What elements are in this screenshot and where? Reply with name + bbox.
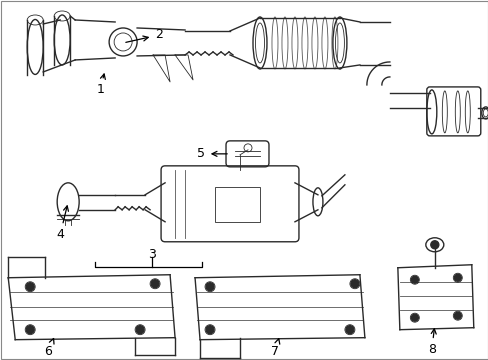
Text: 4: 4 xyxy=(56,206,68,241)
Circle shape xyxy=(410,276,417,283)
Circle shape xyxy=(453,274,460,281)
Text: 7: 7 xyxy=(270,339,279,358)
Circle shape xyxy=(151,280,159,288)
Text: 2: 2 xyxy=(125,28,163,42)
Text: 5: 5 xyxy=(197,147,227,160)
Bar xyxy=(215,187,260,222)
Text: 3: 3 xyxy=(148,248,156,261)
Circle shape xyxy=(350,280,358,288)
Circle shape xyxy=(26,326,34,334)
Text: 1: 1 xyxy=(96,74,105,96)
Circle shape xyxy=(430,241,438,249)
Text: 8: 8 xyxy=(427,329,435,356)
Circle shape xyxy=(136,326,144,334)
Circle shape xyxy=(205,326,214,334)
Circle shape xyxy=(26,283,34,291)
Circle shape xyxy=(410,314,417,321)
Circle shape xyxy=(205,283,214,291)
Text: 6: 6 xyxy=(44,338,54,358)
Circle shape xyxy=(345,326,353,334)
Circle shape xyxy=(453,312,460,319)
